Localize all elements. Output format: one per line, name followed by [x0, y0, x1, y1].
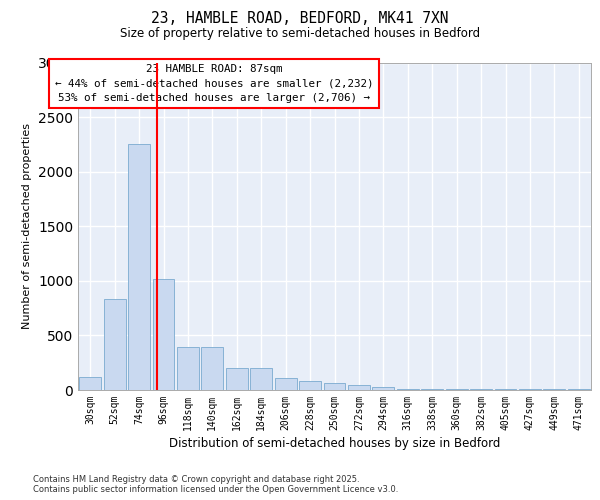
Bar: [299, 382, 321, 390]
Bar: [373, 386, 394, 390]
X-axis label: Distribution of semi-detached houses by size in Bedford: Distribution of semi-detached houses by …: [169, 437, 500, 450]
Bar: [226, 368, 248, 390]
Bar: [275, 378, 296, 390]
Bar: [79, 378, 101, 390]
Bar: [250, 368, 272, 390]
Bar: [348, 384, 370, 390]
Bar: [177, 348, 199, 390]
Text: Size of property relative to semi-detached houses in Bedford: Size of property relative to semi-detach…: [120, 28, 480, 40]
Y-axis label: Number of semi-detached properties: Number of semi-detached properties: [22, 123, 32, 329]
Text: 23 HAMBLE ROAD: 87sqm
← 44% of semi-detached houses are smaller (2,232)
53% of s: 23 HAMBLE ROAD: 87sqm ← 44% of semi-deta…: [55, 64, 373, 103]
Text: Contains HM Land Registry data © Crown copyright and database right 2025.
Contai: Contains HM Land Registry data © Crown c…: [33, 474, 398, 494]
Bar: [152, 278, 175, 390]
Bar: [323, 383, 346, 390]
Text: 23, HAMBLE ROAD, BEDFORD, MK41 7XN: 23, HAMBLE ROAD, BEDFORD, MK41 7XN: [151, 11, 449, 26]
Bar: [104, 300, 125, 390]
Bar: [202, 348, 223, 390]
Bar: [128, 144, 150, 390]
